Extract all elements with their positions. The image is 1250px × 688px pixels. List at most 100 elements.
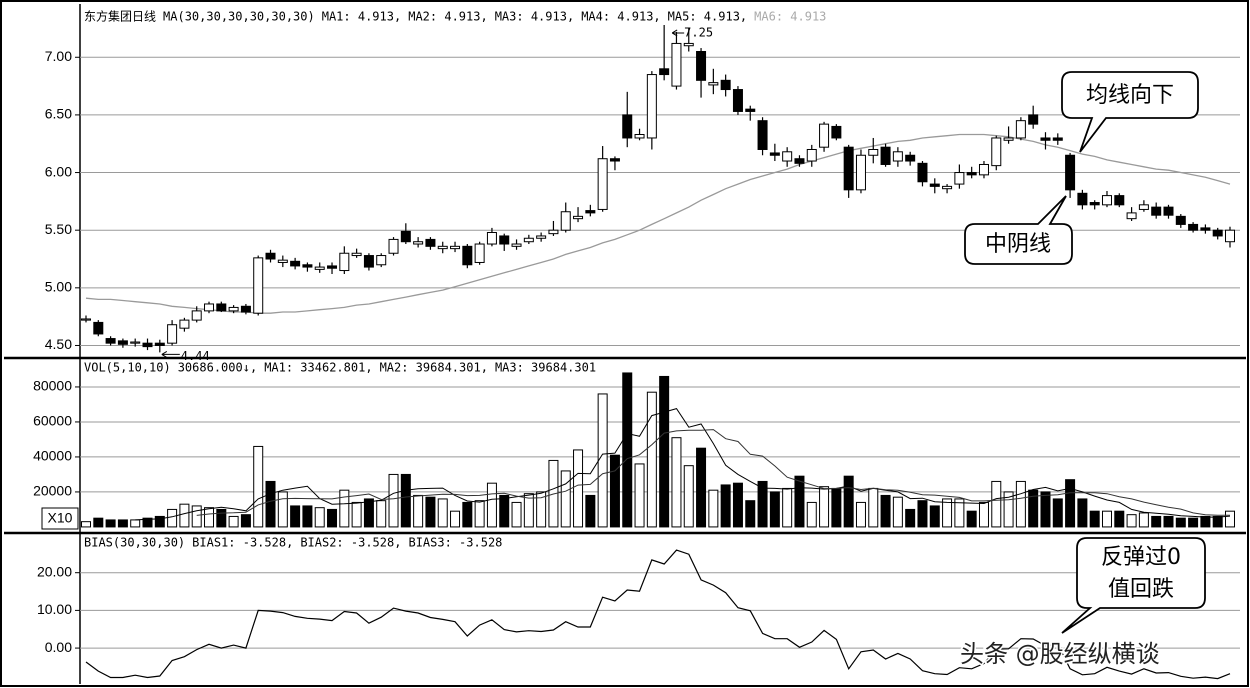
volume-bar — [167, 508, 178, 528]
candle-body — [683, 42, 694, 47]
volume-bar — [413, 494, 424, 528]
volume-bar — [474, 500, 485, 528]
candle-body — [609, 158, 620, 162]
candle-body — [93, 321, 104, 335]
candle-body — [978, 163, 989, 176]
volume-bar — [462, 501, 473, 528]
candle-body — [954, 172, 965, 185]
candle-body — [154, 342, 165, 346]
candle-body — [1028, 114, 1039, 125]
volume-bar — [1101, 510, 1112, 528]
panel-header: 东方集团日线 — [84, 9, 156, 24]
volume-bar — [794, 475, 805, 528]
candle-body — [560, 211, 571, 231]
candle-body — [929, 183, 940, 187]
volume-bar — [1065, 479, 1076, 528]
volume-bar — [1175, 517, 1186, 528]
volume-bar — [191, 505, 202, 528]
volume-bar — [646, 391, 657, 528]
volume-bar — [892, 496, 903, 528]
candle-body — [363, 255, 374, 268]
candle-body — [1052, 137, 1063, 141]
volume-bar — [769, 491, 780, 528]
candle-body — [450, 245, 461, 250]
panel-header: MA2: 39684.301, — [380, 361, 488, 375]
candle-body — [708, 82, 719, 86]
candle-body — [634, 134, 645, 139]
candle-body — [523, 237, 534, 243]
candle-body — [499, 235, 510, 245]
callout-text: 值回跌 — [1108, 577, 1174, 602]
volume-bar — [868, 487, 879, 528]
volume-bar — [154, 515, 165, 528]
volume-bar — [511, 501, 522, 528]
panel-header: 30686.000↓, — [178, 361, 257, 375]
volume-bar — [1200, 515, 1211, 528]
callout-text: 中阴线 — [985, 232, 1051, 257]
volume-bar — [560, 470, 571, 528]
candle-body — [585, 210, 596, 214]
y-tick-label: 10.00 — [37, 601, 72, 617]
candle-body — [905, 154, 916, 162]
volume-bar — [1126, 514, 1137, 528]
y-tick-label: 6.00 — [45, 163, 72, 179]
candle-body — [1212, 229, 1223, 237]
candle-body — [548, 229, 559, 235]
candle-body — [659, 68, 670, 76]
volume-bar — [327, 508, 338, 528]
candle-body — [794, 158, 805, 164]
panel-header: BIAS1: -3.528, — [192, 536, 293, 550]
y-tick-label: 5.50 — [45, 221, 72, 237]
volume-bar — [843, 475, 854, 528]
panel-header: MA3: 39684.301 — [495, 361, 596, 375]
candle-body — [769, 152, 780, 156]
volume-bar — [634, 463, 645, 528]
panel-header: MA2: 4.913, — [408, 10, 487, 24]
candle-body — [228, 306, 239, 312]
volume-bar — [966, 510, 977, 528]
candle-body — [216, 303, 227, 312]
candle-body — [1015, 120, 1026, 139]
candle-body — [413, 241, 424, 245]
volume-bar — [499, 494, 510, 528]
volume-bar — [1040, 491, 1051, 528]
volume-bar — [130, 519, 141, 528]
candle-body — [855, 154, 866, 191]
candle-body — [290, 260, 301, 267]
panel-header: VOL(5,10,10) — [84, 361, 171, 375]
volume-bar — [81, 521, 91, 528]
volume-bar — [573, 449, 584, 528]
volume-bar — [523, 493, 534, 528]
callout-box — [1061, 71, 1199, 153]
candle-body — [204, 303, 215, 312]
volume-bar — [585, 494, 596, 528]
candle-body — [843, 146, 854, 191]
volume-ma-line — [196, 429, 1230, 516]
candle-body — [1225, 229, 1235, 243]
panel-header: MA5: 4.913, — [668, 10, 747, 24]
candle-body — [1138, 204, 1149, 210]
high-label: 7.25 — [684, 25, 713, 39]
high-marker — [671, 29, 685, 37]
candle-body — [105, 338, 116, 344]
volume-bar — [696, 447, 707, 528]
y-tick-label: 20000 — [33, 483, 72, 499]
candle-body — [253, 257, 264, 314]
candle-body — [437, 245, 448, 250]
volume-bar — [388, 473, 399, 528]
candle-body — [745, 108, 756, 112]
candle-body — [1003, 137, 1014, 141]
volume-bar — [265, 480, 276, 528]
candle-body — [622, 114, 633, 139]
candle-body — [757, 120, 768, 150]
volume-bar — [1028, 489, 1039, 528]
volume-bar — [732, 482, 743, 528]
candle-body — [351, 252, 362, 257]
callout-text: 反弹过0 — [1101, 545, 1181, 570]
volume-bar — [1114, 510, 1125, 528]
volume-bar — [1089, 510, 1100, 528]
candle-body — [1163, 206, 1174, 216]
volume-bar — [1015, 480, 1026, 528]
